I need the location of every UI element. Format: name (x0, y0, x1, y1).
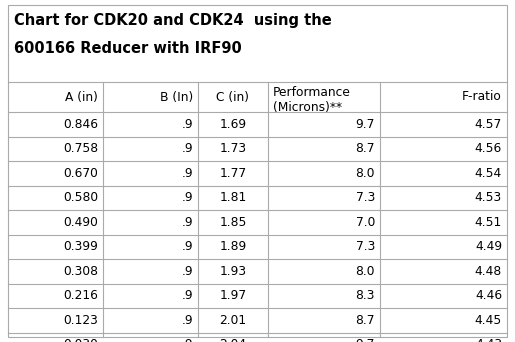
Text: A (in): A (in) (65, 91, 98, 104)
Text: 7.3: 7.3 (356, 191, 375, 204)
Text: 8.0: 8.0 (355, 265, 375, 278)
Text: 9.7: 9.7 (356, 118, 375, 131)
Text: 0.670: 0.670 (63, 167, 98, 180)
Text: .9: .9 (181, 265, 193, 278)
Text: 4.48: 4.48 (475, 265, 502, 278)
Text: 2.04: 2.04 (219, 338, 247, 342)
Text: 8.0: 8.0 (355, 167, 375, 180)
Text: 7.0: 7.0 (356, 216, 375, 229)
Text: 4.54: 4.54 (475, 167, 502, 180)
Text: .9: .9 (181, 118, 193, 131)
Text: 2.01: 2.01 (219, 314, 247, 327)
Text: .9: .9 (181, 216, 193, 229)
Text: 4.57: 4.57 (475, 118, 502, 131)
Text: F-ratio: F-ratio (462, 91, 502, 104)
Text: .9: .9 (181, 314, 193, 327)
Text: 8.7: 8.7 (355, 314, 375, 327)
Text: 0.308: 0.308 (63, 265, 98, 278)
Text: 0.399: 0.399 (63, 240, 98, 253)
Text: 4.46: 4.46 (475, 289, 502, 302)
Text: .9: .9 (181, 191, 193, 204)
Text: 1.69: 1.69 (219, 118, 247, 131)
Text: 4.43: 4.43 (475, 338, 502, 342)
Text: 1.97: 1.97 (219, 289, 247, 302)
Text: 600166 Reducer with IRF90: 600166 Reducer with IRF90 (14, 41, 242, 56)
Text: Performance
(Microns)**: Performance (Microns)** (273, 86, 351, 114)
Text: 0.216: 0.216 (63, 289, 98, 302)
Text: 0.580: 0.580 (63, 191, 98, 204)
Text: .9: .9 (181, 167, 193, 180)
Text: 4.51: 4.51 (475, 216, 502, 229)
Text: 0.846: 0.846 (63, 118, 98, 131)
Text: 4.56: 4.56 (475, 142, 502, 155)
Text: 9.7: 9.7 (356, 338, 375, 342)
Text: 7.3: 7.3 (356, 240, 375, 253)
Text: .9: .9 (181, 289, 193, 302)
Text: 0.123: 0.123 (63, 314, 98, 327)
Text: 1.81: 1.81 (219, 191, 247, 204)
Text: 0.490: 0.490 (63, 216, 98, 229)
Text: 1.77: 1.77 (219, 167, 247, 180)
Text: 0.030: 0.030 (63, 338, 98, 342)
Text: 8.7: 8.7 (355, 142, 375, 155)
Text: 1.85: 1.85 (219, 216, 247, 229)
Text: B (In): B (In) (160, 91, 193, 104)
Text: 1.89: 1.89 (219, 240, 247, 253)
Text: Chart for CDK20 and CDK24  using the: Chart for CDK20 and CDK24 using the (14, 13, 332, 28)
Text: 1.73: 1.73 (219, 142, 247, 155)
Text: 4.49: 4.49 (475, 240, 502, 253)
Text: 4.53: 4.53 (475, 191, 502, 204)
Text: .9: .9 (181, 240, 193, 253)
Text: 0.758: 0.758 (63, 142, 98, 155)
Text: .9: .9 (181, 142, 193, 155)
Text: 4.45: 4.45 (475, 314, 502, 327)
Text: C (in): C (in) (216, 91, 249, 104)
Text: 1.93: 1.93 (219, 265, 247, 278)
Text: 8.3: 8.3 (355, 289, 375, 302)
Text: .9: .9 (181, 338, 193, 342)
